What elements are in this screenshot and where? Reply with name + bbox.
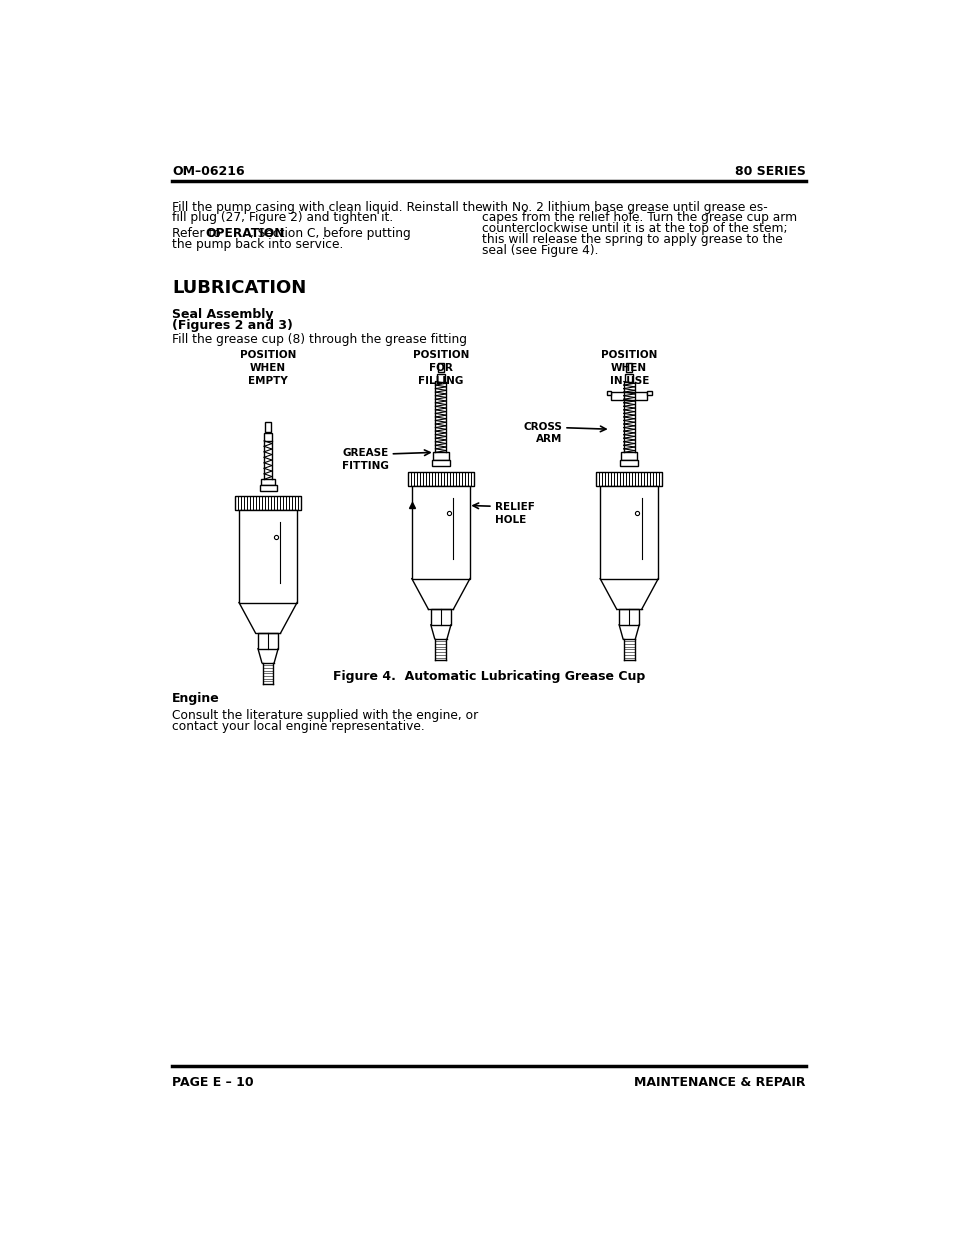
Bar — [412, 487, 470, 579]
Text: this will release the spring to apply grease to the: this will release the spring to apply gr… — [481, 233, 781, 246]
Bar — [408, 472, 474, 487]
Bar — [618, 609, 639, 625]
Text: (Figures 2 and 3): (Figures 2 and 3) — [172, 319, 293, 332]
Bar — [624, 374, 633, 382]
Text: PAGE E – 10: PAGE E – 10 — [172, 1076, 253, 1089]
Bar — [261, 479, 274, 485]
Bar — [234, 496, 301, 510]
Text: Figure 4.  Automatic Lubricating Grease Cup: Figure 4. Automatic Lubricating Grease C… — [333, 671, 644, 683]
Bar — [606, 390, 611, 395]
Text: OPERATION: OPERATION — [205, 227, 285, 240]
Text: Fill the pump casing with clean liquid. Reinstall the: Fill the pump casing with clean liquid. … — [172, 200, 482, 214]
Bar — [599, 487, 658, 579]
Bar — [437, 363, 443, 372]
Text: LUBRICATION: LUBRICATION — [172, 279, 306, 298]
Bar — [619, 461, 638, 466]
Text: Engine: Engine — [172, 692, 219, 705]
Bar — [646, 390, 651, 395]
Bar — [264, 433, 272, 441]
Text: POSITION
WHEN
IN USE: POSITION WHEN IN USE — [600, 350, 657, 385]
Bar — [257, 634, 278, 648]
Bar — [433, 452, 448, 461]
Text: POSITION
FOR
FILLING: POSITION FOR FILLING — [413, 350, 469, 385]
Text: CROSS
ARM: CROSS ARM — [523, 421, 562, 443]
Text: OM–06216: OM–06216 — [172, 165, 244, 178]
Text: with No. 2 lithium base grease until grease es-: with No. 2 lithium base grease until gre… — [481, 200, 767, 214]
Text: seal (see Figure 4).: seal (see Figure 4). — [481, 243, 598, 257]
Bar — [625, 363, 632, 372]
Text: counterclockwise until it is at the top of the stem;: counterclockwise until it is at the top … — [481, 222, 786, 235]
Text: Consult the literature supplied with the engine, or: Consult the literature supplied with the… — [172, 709, 477, 721]
Text: contact your local engine representative.: contact your local engine representative… — [172, 720, 424, 732]
Text: GREASE
FITTING: GREASE FITTING — [342, 448, 389, 471]
Bar — [259, 485, 276, 490]
Text: , Section C, before putting: , Section C, before putting — [250, 227, 411, 240]
Text: RELIEF
HOLE: RELIEF HOLE — [495, 503, 535, 525]
Text: Seal Assembly: Seal Assembly — [172, 308, 274, 321]
Bar — [239, 510, 296, 603]
Text: Fill the grease cup (8) through the grease fitting: Fill the grease cup (8) through the grea… — [172, 333, 466, 346]
Text: POSITION
WHEN
EMPTY: POSITION WHEN EMPTY — [239, 350, 296, 385]
Text: capes from the relief hole. Turn the grease cup arm: capes from the relief hole. Turn the gre… — [481, 211, 797, 225]
Text: 80 SERIES: 80 SERIES — [734, 165, 805, 178]
Bar — [436, 374, 444, 382]
Bar — [431, 461, 450, 466]
Bar — [265, 422, 271, 431]
Text: Refer to: Refer to — [172, 227, 224, 240]
Text: the pump back into service.: the pump back into service. — [172, 237, 343, 251]
Text: fill plug (27, Figure 2) and tighten it.: fill plug (27, Figure 2) and tighten it. — [172, 211, 393, 225]
Bar — [611, 393, 646, 400]
Text: MAINTENANCE & REPAIR: MAINTENANCE & REPAIR — [634, 1076, 805, 1089]
Bar — [596, 472, 661, 487]
Bar — [431, 609, 451, 625]
Bar — [620, 452, 637, 461]
